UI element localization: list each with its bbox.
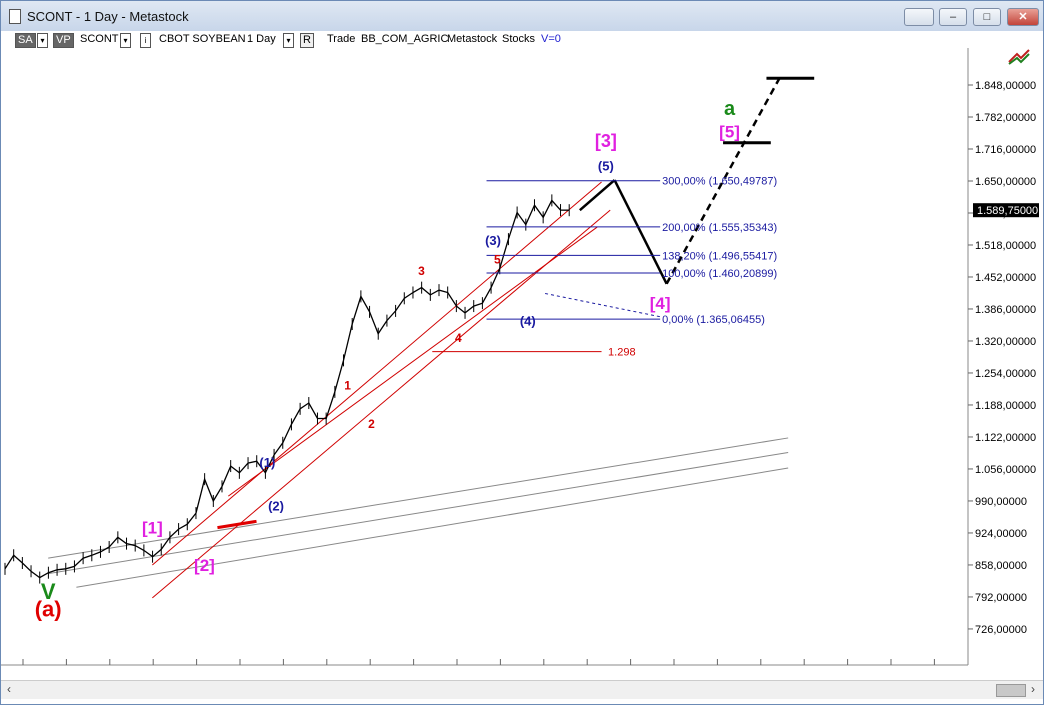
price-chart[interactable]: 1.298 1.848,00000 1.782,00000 1.716,00000 1… (1, 48, 1043, 680)
type-label: Stocks (502, 33, 536, 45)
y-tick-label: 1.320,00000 (975, 336, 1036, 348)
last-price-label: 1.589,75000 (977, 205, 1038, 217)
symbol-dropdown-icon[interactable]: ▾ (120, 33, 131, 48)
fib-dotted-line (545, 292, 661, 318)
wave-label: (4) (520, 313, 536, 328)
y-tick-label: 990,00000 (975, 496, 1027, 508)
data-source-label: BB_COM_AGRIC (361, 33, 449, 45)
wave-label: [3] (595, 131, 617, 151)
wave-label: [5] (719, 122, 740, 141)
wave-label: (2) (268, 499, 284, 514)
y-tick-label: 1.386,00000 (975, 304, 1036, 316)
y-tick-label: 1.122,00000 (975, 432, 1036, 444)
projection-dashed-line (665, 77, 781, 285)
window-title: SCONT - 1 Day - Metastock (27, 9, 189, 24)
support-label: 1.298 (608, 347, 636, 359)
fib-level-label: 200,00% (1.555,35343) (662, 222, 777, 234)
period-dropdown-icon[interactable]: ▾ (283, 33, 294, 48)
fib-level-label: 100,00% (1.460,20899) (662, 268, 777, 280)
chart-window-icon (9, 9, 21, 24)
chevron-down-icon[interactable]: ▾ (37, 33, 48, 48)
y-tick-label: 1.056,00000 (975, 464, 1036, 476)
channel-lower-line (76, 467, 789, 588)
horizontal-scrollbar[interactable]: ‹ › (1, 680, 1043, 699)
wave-label: (3) (485, 233, 501, 248)
y-tick-label: 1.848,00000 (975, 80, 1036, 92)
wave-label: [2] (194, 556, 215, 575)
wave-label: 4 (455, 331, 462, 345)
scroll-left-arrow-icon[interactable]: ‹ (7, 682, 11, 696)
y-tick-label: 1.782,00000 (975, 112, 1036, 124)
info-icon[interactable]: i (140, 33, 151, 48)
title-bar[interactable]: SCONT - 1 Day - Metastock – □ ✕ (1, 1, 1043, 32)
wave-label: (1) (259, 455, 275, 470)
price-chart-svg: 1.298 1.848,00000 1.782,00000 1.716,00000 1… (1, 48, 1043, 680)
wave-label: (a) (35, 596, 62, 621)
red-channel-upper (152, 181, 602, 566)
wave-label: 3 (418, 264, 425, 278)
wave-label: [4] (650, 294, 671, 313)
red-breakout-line (217, 519, 257, 530)
wave-label: 5 (494, 252, 501, 266)
y-tick-label: 726,00000 (975, 624, 1027, 636)
wave-label: 2 (368, 417, 375, 431)
fib-level-label: 0,00% (1.365,06455) (662, 314, 765, 326)
y-tick-label: 858,00000 (975, 560, 1027, 572)
maximize-button[interactable]: □ (973, 8, 1001, 26)
channel-mid-line (48, 451, 789, 575)
fib-level-label: 300,00% (1.650,49787) (662, 176, 777, 188)
chart-tools-icon[interactable] (1008, 49, 1030, 65)
pin-button[interactable] (904, 8, 934, 26)
price-series-line (4, 199, 570, 579)
trade-link[interactable]: Trade (327, 33, 356, 45)
y-tick-label: 1.254,00000 (975, 368, 1036, 380)
wave-label: [1] (142, 518, 163, 537)
wave-label: a (724, 98, 736, 120)
v-label: V=0 (541, 33, 561, 45)
fib-level-label: 138,20% (1.496,55417) (662, 250, 777, 262)
app-label: Metastock (447, 33, 498, 45)
wave-label: (5) (598, 158, 614, 173)
y-tick-label: 1.518,00000 (975, 240, 1036, 252)
red-channel-lower (152, 209, 611, 599)
scroll-thumb[interactable] (996, 684, 1026, 697)
y-tick-label: 1.650,00000 (975, 176, 1036, 188)
symbol-label: SCONT (80, 33, 119, 45)
security-name: CBOT SOYBEAN (159, 33, 246, 45)
projection-up-line (579, 179, 616, 212)
chart-toolbar: SA ▾ VP SCONT ▾ i CBOT SOYBEAN 1 Day ▾ R… (1, 31, 1043, 48)
sa-button[interactable]: SA (15, 33, 36, 48)
r-button[interactable]: R (300, 33, 314, 48)
close-button[interactable]: ✕ (1007, 8, 1039, 26)
y-tick-label: 1.452,00000 (975, 272, 1036, 284)
projection-down-line (613, 179, 668, 285)
period-label: 1 Day (247, 33, 276, 45)
y-tick-label: 1.188,00000 (975, 400, 1036, 412)
y-tick-label: 924,00000 (975, 528, 1027, 540)
wave-label: V (41, 579, 56, 604)
y-tick-label: 1.716,00000 (975, 144, 1036, 156)
minimize-button[interactable]: – (939, 8, 967, 26)
last-price-box (973, 203, 1039, 218)
vp-button[interactable]: VP (53, 33, 74, 48)
scroll-right-arrow-icon[interactable]: › (1031, 682, 1035, 696)
wave-label: 1 (344, 378, 351, 392)
red-channel-mid (228, 226, 598, 497)
channel-upper-line (48, 437, 789, 559)
y-tick-label: 792,00000 (975, 592, 1027, 604)
